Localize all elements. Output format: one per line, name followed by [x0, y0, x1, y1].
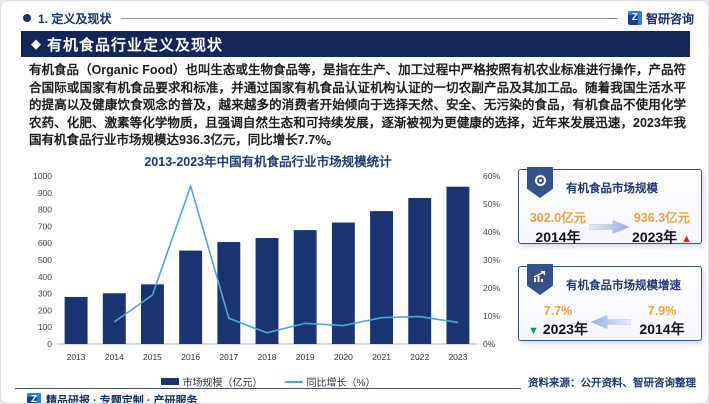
market-chart-svg: 0 100 200 300 400 500 600 700 800 900 1000 0% 10% 20%… [33, 171, 500, 362]
svg-text:100: 100 [38, 322, 52, 332]
stat-label: ▼ 2023年 [528, 321, 588, 337]
svg-text:2014: 2014 [105, 352, 124, 362]
trend-chart-icon [533, 271, 545, 282]
stat-2023: 936.3亿元 2023年 ▲ [632, 207, 692, 247]
stat-label: 2014年 [535, 229, 581, 245]
intro-paragraph: 有机食品（Organic Food）也叫生态或生物食品等，是指在生产、加工过程中… [29, 63, 686, 148]
svg-text:50%: 50% [483, 199, 500, 209]
legend-line-label: 同比增长（%） [306, 378, 376, 389]
left-arrow-icon [590, 314, 631, 329]
up-arrow-icon: ▲ [681, 233, 692, 245]
legend-bar-label: 市场规模（亿元） [182, 378, 263, 389]
stat-value: 302.0亿元 [529, 211, 587, 225]
svg-text:400: 400 [38, 272, 52, 282]
footer-tagline-row: Z 精品研报 · 专题定制 · 产研服务 [27, 392, 198, 404]
card-title: 有机食品市场规模增速 [566, 280, 681, 292]
svg-text:600: 600 [38, 238, 52, 248]
svg-text:2017: 2017 [219, 352, 238, 362]
svg-text:900: 900 [38, 188, 52, 198]
stat-value: 936.3亿元 [633, 211, 691, 225]
svg-text:1000: 1000 [33, 171, 52, 181]
brand-logo-icon: Z [27, 393, 41, 403]
svg-text:2022: 2022 [410, 352, 429, 362]
chart-legend: 市场规模（亿元） 同比增长（%） [23, 374, 513, 389]
svg-text:2015: 2015 [143, 352, 162, 362]
market-size-card: 有机食品市场规模 302.0亿元 2014年 936.3亿元 2023年 ▲ [518, 167, 702, 247]
page-title: 有机食品行业定义及现状 [47, 36, 224, 54]
svg-text:2013: 2013 [67, 352, 86, 362]
stat-cards: 有机食品市场规模 302.0亿元 2014年 936.3亿元 2023年 ▲ [518, 167, 702, 341]
svg-text:10%: 10% [483, 311, 500, 321]
card-title: 有机食品市场规模 [566, 183, 658, 195]
svg-text:700: 700 [38, 221, 52, 231]
shield-badge [527, 167, 553, 198]
stat-label: 2023年 ▲ [632, 229, 692, 245]
top-bar: 1. 定义及现状 Z 智研咨询 [23, 9, 694, 27]
circle-badge-icon [534, 174, 546, 186]
svg-text:2020: 2020 [334, 352, 353, 362]
chart-title: 2013-2023年中国有机食品行业市场规模统计 [144, 155, 392, 169]
svg-text:2023: 2023 [448, 352, 467, 362]
stat-value: 7.9% [647, 304, 677, 318]
growth-rate-card: 有机食品市场规模增速 7.7% ▼ 2023年 7.9% 2014年 [518, 264, 702, 341]
section-label: 1. 定义及现状 [38, 11, 112, 26]
diamond-icon: ◆ [31, 36, 41, 51]
brand-logo: Z 智研咨询 [627, 10, 694, 27]
svg-text:300: 300 [38, 289, 52, 299]
brand-name: 智研咨询 [645, 11, 694, 26]
svg-text:40%: 40% [483, 227, 500, 237]
bullet-icon [23, 14, 31, 22]
svg-text:500: 500 [38, 255, 52, 265]
chart-area: 2013-2023年中国有机食品行业市场规模统计 0 100 200 300 400 50… [23, 151, 513, 389]
svg-text:20%: 20% [483, 283, 500, 293]
svg-text:60%: 60% [483, 171, 500, 181]
bar-legend-swatch-icon [160, 378, 179, 385]
svg-text:0%: 0% [483, 339, 496, 349]
legend-item-bar: 市场规模（亿元） [160, 374, 263, 389]
svg-text:2021: 2021 [372, 352, 391, 362]
svg-text:2016: 2016 [181, 352, 200, 362]
stat-value: 7.7% [543, 304, 573, 318]
svg-text:800: 800 [38, 205, 52, 215]
svg-text:30%: 30% [483, 255, 500, 265]
svg-text:2018: 2018 [258, 352, 277, 362]
svg-text:200: 200 [38, 305, 52, 315]
stat-2014: 7.9% 2014年 [632, 304, 692, 339]
top-rule [121, 17, 618, 19]
right-arrow-icon [589, 219, 630, 235]
svg-text:2019: 2019 [296, 352, 315, 362]
section-header-bar: ◆ 有机食品行业定义及现状 [21, 31, 690, 57]
stat-label: 2014年 [639, 321, 685, 337]
data-source-note: 资料来源：公开资料、智研咨询整理 [528, 377, 696, 389]
stat-2023: 7.7% ▼ 2023年 [528, 304, 588, 339]
stat-2014: 302.0亿元 2014年 [528, 207, 588, 247]
legend-item-line: 同比增长（%） [284, 374, 376, 389]
shield-badge [527, 264, 553, 295]
line-legend-swatch-icon [284, 380, 303, 383]
brand-logo-icon: Z [627, 11, 642, 25]
footer-tagline: 精品研报 · 专题定制 · 产研服务 [46, 395, 198, 404]
down-arrow-icon: ▼ [528, 325, 539, 337]
svg-text:0: 0 [47, 339, 52, 349]
footer-divider [15, 388, 521, 389]
